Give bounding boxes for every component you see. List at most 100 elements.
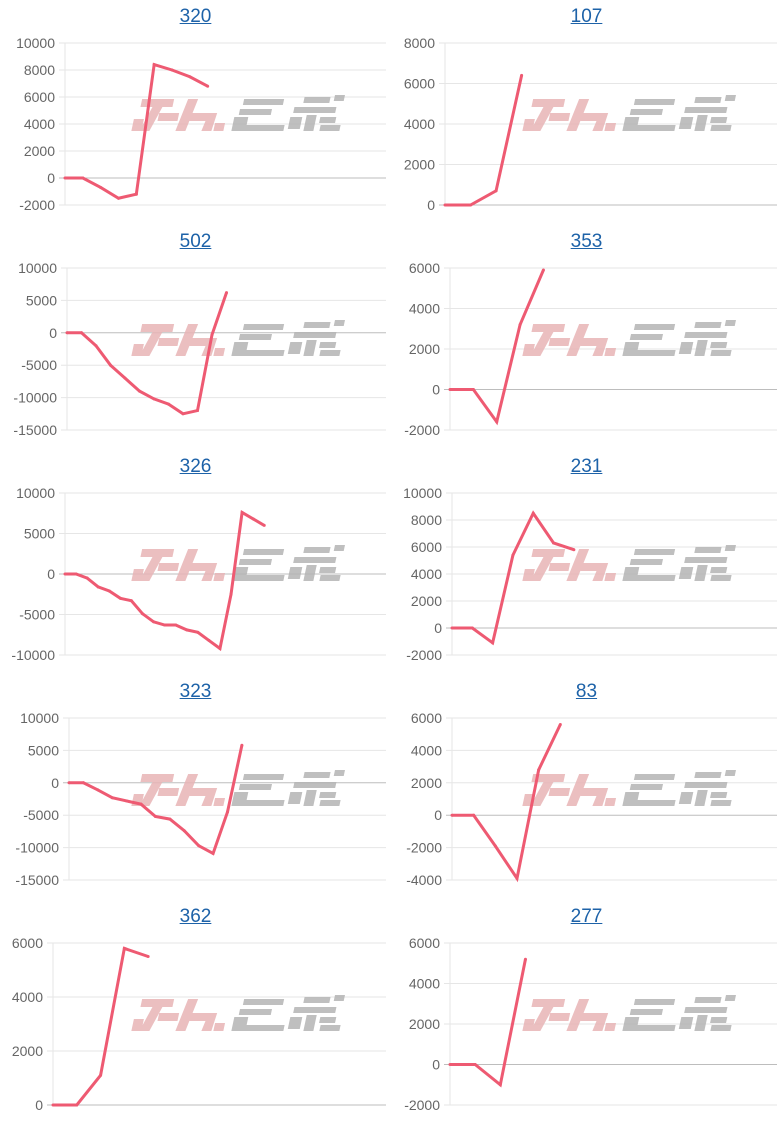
data-point bbox=[197, 844, 201, 848]
data-point bbox=[138, 389, 141, 393]
y-tick-label: -2000 bbox=[406, 647, 442, 663]
watermark-re bbox=[231, 99, 285, 131]
y-tick-label: 10000 bbox=[16, 485, 55, 501]
chart-panel: 231 -2000 0 2000 4000 6000 8000 10000 bbox=[391, 450, 782, 675]
watermark-n bbox=[175, 999, 226, 1031]
data-point bbox=[65, 331, 69, 335]
line-chart: 0 2000 4000 6000 8000 bbox=[404, 35, 777, 213]
line-chart: -2000 0 2000 4000 6000 bbox=[404, 260, 777, 438]
chart-title-link[interactable]: 231 bbox=[570, 456, 603, 477]
data-point bbox=[448, 388, 452, 391]
y-tick-label: 0 bbox=[47, 170, 55, 186]
data-point bbox=[63, 572, 67, 576]
y-tick-label: 2000 bbox=[411, 775, 442, 791]
data-point bbox=[262, 523, 266, 527]
watermark-po bbox=[287, 95, 345, 131]
watermark-mi bbox=[131, 324, 180, 356]
data-point bbox=[473, 1063, 477, 1066]
data-point bbox=[207, 638, 211, 642]
data-point bbox=[225, 291, 228, 295]
watermark-mi bbox=[522, 549, 571, 581]
data-point bbox=[210, 333, 214, 337]
line-chart: -15000 -10000 -5000 0 5000 10000 bbox=[13, 260, 386, 438]
watermark-logo bbox=[522, 95, 736, 131]
data-point bbox=[196, 630, 200, 634]
y-tick-label: 4000 bbox=[409, 976, 440, 992]
watermark-logo bbox=[522, 995, 736, 1031]
watermark-po bbox=[678, 95, 736, 131]
data-point bbox=[448, 1063, 452, 1066]
watermark-logo bbox=[131, 545, 345, 581]
watermark-n bbox=[566, 999, 617, 1031]
data-point bbox=[107, 589, 111, 593]
data-point bbox=[140, 612, 144, 616]
data-point bbox=[96, 585, 100, 589]
data-point bbox=[123, 376, 127, 380]
y-tick-label: 10000 bbox=[16, 35, 55, 51]
chart-title-link[interactable]: 353 bbox=[570, 231, 603, 252]
chart-title-link[interactable]: 277 bbox=[570, 906, 603, 927]
y-tick-label: 5000 bbox=[24, 526, 55, 542]
chart-title-link[interactable]: 326 bbox=[179, 456, 212, 477]
y-tick-label: -15000 bbox=[15, 872, 59, 888]
y-tick-label: -4000 bbox=[406, 872, 442, 888]
data-point bbox=[74, 572, 78, 576]
chart-title-link[interactable]: 107 bbox=[570, 6, 603, 27]
chart-panel: 277 -2000 0 2000 4000 6000 bbox=[391, 900, 782, 1125]
data-point bbox=[226, 810, 229, 814]
watermark-logo bbox=[131, 770, 345, 806]
y-tick-label: 0 bbox=[427, 197, 435, 213]
y-tick-label: 5000 bbox=[28, 742, 59, 758]
y-tick-label: -10000 bbox=[13, 390, 57, 406]
chart-panel: 362 0 2000 4000 6000 bbox=[0, 900, 391, 1125]
data-point bbox=[182, 829, 186, 833]
line-chart: -10000 -5000 0 5000 10000 bbox=[11, 485, 386, 663]
line-chart: -2000 0 2000 4000 6000 8000 10000 bbox=[403, 485, 777, 663]
data-point bbox=[152, 397, 156, 401]
data-point bbox=[450, 813, 454, 817]
data-point bbox=[558, 722, 562, 726]
watermark-re bbox=[231, 324, 285, 356]
watermark-n bbox=[175, 99, 226, 131]
chart-title-link[interactable]: 362 bbox=[179, 906, 212, 927]
watermark-po bbox=[678, 995, 736, 1031]
data-point bbox=[218, 647, 222, 651]
chart-title-link[interactable]: 502 bbox=[179, 231, 212, 252]
watermark-re bbox=[622, 549, 676, 581]
y-tick-label: 2000 bbox=[409, 341, 440, 357]
line-chart: -2000 0 2000 4000 6000 8000 10000 bbox=[16, 35, 386, 213]
watermark-n bbox=[175, 774, 226, 806]
series-line bbox=[67, 292, 228, 416]
y-tick-label: 6000 bbox=[12, 935, 43, 951]
data-point bbox=[240, 743, 244, 747]
data-point bbox=[518, 323, 522, 327]
data-point bbox=[469, 203, 473, 207]
data-point bbox=[541, 268, 545, 272]
y-tick-label: 4000 bbox=[404, 116, 435, 132]
chart-title-link[interactable]: 323 bbox=[179, 681, 212, 702]
y-tick-label: -2000 bbox=[406, 840, 442, 856]
y-tick-label: 4000 bbox=[12, 989, 43, 1005]
data-point bbox=[139, 802, 143, 806]
y-tick-label: 0 bbox=[47, 566, 55, 582]
y-tick-label: 8000 bbox=[404, 35, 435, 51]
data-point bbox=[206, 84, 210, 88]
watermark-mi bbox=[131, 999, 180, 1031]
data-point bbox=[472, 813, 476, 817]
y-tick-label: 10000 bbox=[403, 485, 442, 501]
chart-title-link[interactable]: 320 bbox=[179, 6, 212, 27]
data-point bbox=[75, 1103, 79, 1107]
y-tick-label: 5000 bbox=[26, 292, 57, 308]
chart-title-link[interactable]: 83 bbox=[575, 681, 598, 702]
watermark-re bbox=[231, 774, 285, 806]
data-point bbox=[511, 553, 515, 557]
y-tick-label: -10000 bbox=[15, 840, 59, 856]
data-point bbox=[99, 1073, 103, 1077]
data-point bbox=[552, 541, 556, 545]
watermark-n bbox=[566, 324, 617, 356]
watermark-po bbox=[678, 770, 736, 806]
line-chart: -4000 -2000 0 2000 4000 6000 bbox=[406, 710, 777, 888]
watermark-logo bbox=[131, 320, 345, 356]
y-tick-label: 6000 bbox=[24, 89, 55, 105]
data-point bbox=[63, 176, 67, 180]
